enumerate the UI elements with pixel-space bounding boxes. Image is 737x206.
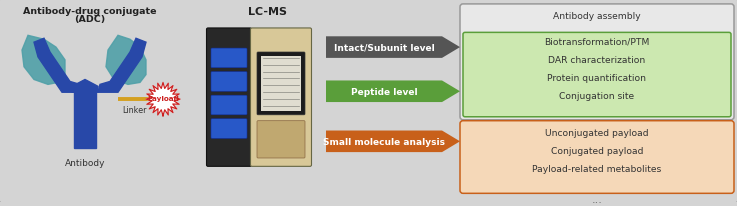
FancyBboxPatch shape <box>257 121 305 158</box>
FancyBboxPatch shape <box>261 57 301 111</box>
Text: Linker: Linker <box>122 105 147 115</box>
Polygon shape <box>326 81 460 103</box>
Text: (ADC): (ADC) <box>74 15 105 24</box>
Text: Antibody: Antibody <box>65 158 105 167</box>
FancyBboxPatch shape <box>463 33 731 117</box>
Text: Protein quantification: Protein quantification <box>548 73 646 82</box>
Text: Payload-related metabolites: Payload-related metabolites <box>532 165 662 173</box>
Polygon shape <box>146 83 180 116</box>
Polygon shape <box>34 39 82 93</box>
FancyBboxPatch shape <box>206 29 251 166</box>
Text: ...: ... <box>592 194 602 204</box>
FancyBboxPatch shape <box>460 5 734 120</box>
Text: Conjugated payload: Conjugated payload <box>551 146 643 155</box>
Text: Unconjugated payload: Unconjugated payload <box>545 128 649 137</box>
FancyBboxPatch shape <box>251 29 312 166</box>
FancyBboxPatch shape <box>211 96 247 115</box>
FancyBboxPatch shape <box>460 121 734 193</box>
FancyBboxPatch shape <box>211 72 247 92</box>
Polygon shape <box>72 80 98 93</box>
Text: Antibody-drug conjugate: Antibody-drug conjugate <box>24 7 157 16</box>
FancyBboxPatch shape <box>211 119 247 139</box>
Text: DAR characterization: DAR characterization <box>548 55 646 64</box>
Text: Biotransformation/PTM: Biotransformation/PTM <box>545 37 650 46</box>
Polygon shape <box>74 93 96 149</box>
Polygon shape <box>98 39 146 93</box>
Text: Small molecule analysis: Small molecule analysis <box>323 137 445 146</box>
Polygon shape <box>22 36 65 85</box>
Text: Intact/Subunit level: Intact/Subunit level <box>334 43 434 52</box>
Text: Antibody assembly: Antibody assembly <box>553 12 640 21</box>
Text: LC-MS: LC-MS <box>248 7 287 17</box>
Polygon shape <box>326 131 460 152</box>
Text: Peptide level: Peptide level <box>351 87 417 96</box>
Polygon shape <box>106 36 146 85</box>
Polygon shape <box>326 37 460 59</box>
FancyBboxPatch shape <box>257 53 305 115</box>
Text: Payload: Payload <box>147 96 179 102</box>
FancyBboxPatch shape <box>211 49 247 68</box>
Text: Conjugation site: Conjugation site <box>559 91 635 101</box>
